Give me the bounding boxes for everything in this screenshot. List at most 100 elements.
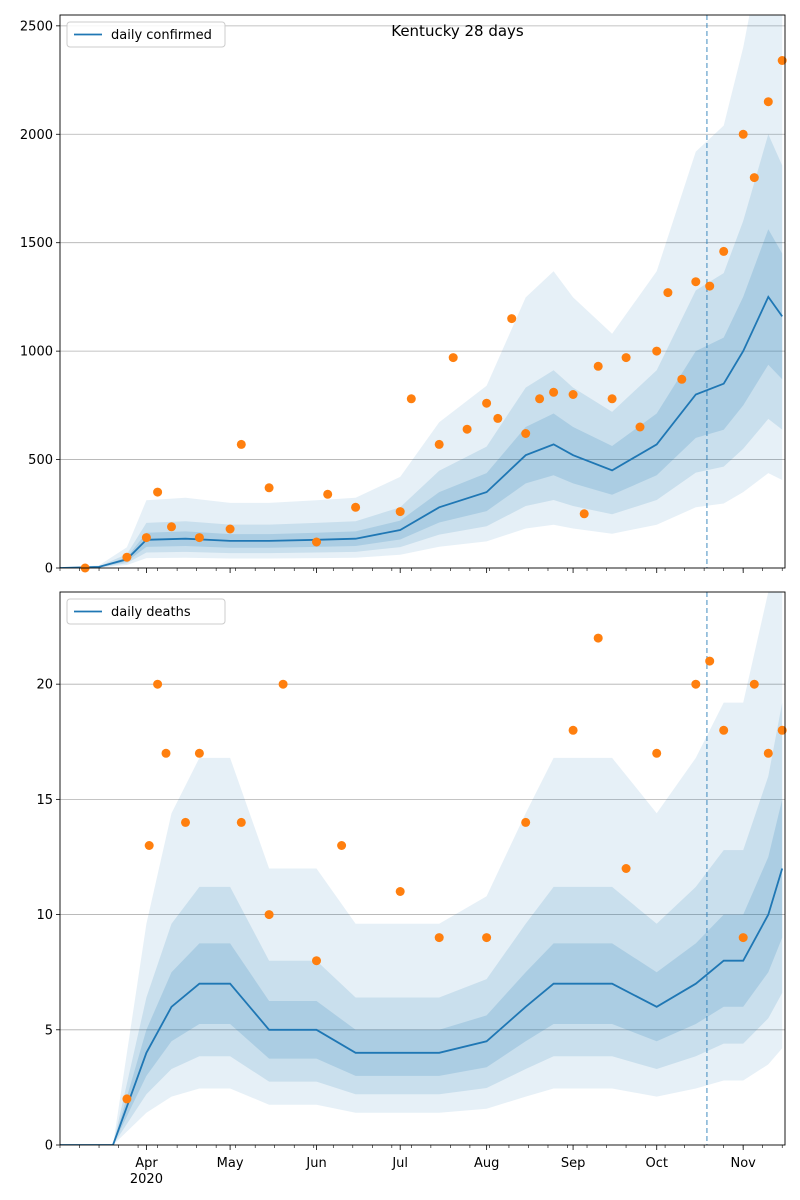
observed-point	[507, 314, 517, 324]
y-tick-label: 0	[45, 562, 53, 577]
axes-frame	[59, 14, 786, 569]
observed-point	[521, 429, 531, 438]
chart-title: Kentucky 28 days	[391, 22, 524, 40]
observed-point	[434, 933, 444, 943]
y-tick-label: 500	[28, 453, 53, 468]
observed-point	[691, 277, 701, 287]
observed-point	[691, 679, 701, 689]
observed-point	[141, 533, 151, 543]
observed-point	[122, 1094, 132, 1104]
observed-point	[738, 129, 748, 139]
legend-box	[66, 21, 226, 48]
x-tick-label: 2020	[130, 1172, 163, 1187]
observed-point	[719, 246, 729, 256]
observed-point	[749, 173, 759, 183]
observed-point	[153, 487, 163, 497]
observed-point	[749, 679, 759, 689]
observed-point	[493, 413, 503, 423]
observed-point	[351, 502, 361, 512]
observed-point	[395, 507, 405, 517]
observed-point	[652, 346, 662, 356]
x-tick-label: Oct	[645, 1156, 667, 1171]
y-tick-label: 15	[36, 793, 53, 808]
uncertainty-band	[60, 15, 783, 568]
axes-frame	[59, 591, 786, 1146]
legend-label: daily confirmed	[111, 28, 212, 43]
y-tick-label: 20	[36, 678, 53, 693]
y-tick-label: 10	[36, 908, 53, 923]
observed-point	[621, 864, 631, 873]
observed-point	[161, 748, 171, 758]
observed-point	[264, 910, 274, 920]
observed-point	[278, 679, 288, 689]
observed-point	[607, 394, 617, 404]
x-tick-label: Jun	[305, 1156, 326, 1171]
observed-point	[448, 353, 458, 363]
median-line	[60, 295, 783, 568]
observed-point	[337, 841, 347, 850]
observed-point	[194, 748, 204, 758]
y-tick-label: 1500	[20, 236, 53, 251]
y-tick-label: 5	[45, 1023, 53, 1038]
x-tick-label: Aug	[474, 1156, 499, 1171]
observed-point	[677, 374, 687, 384]
observed-point	[763, 97, 773, 107]
observed-point	[323, 489, 333, 499]
observed-point	[153, 679, 163, 689]
confirmed-chart-panel: 0 500 1000 1500 2000 2500 Kentucky 28 days dail…	[20, 14, 787, 577]
x-tick-label: May	[217, 1156, 244, 1171]
observed-point	[705, 656, 715, 666]
uncertainty-band	[60, 592, 783, 1145]
observed-point	[568, 725, 578, 735]
observed-point	[167, 522, 176, 532]
observed-point	[264, 483, 274, 493]
observed-point	[568, 390, 578, 399]
observed-point	[719, 725, 729, 735]
observed-point	[579, 509, 589, 519]
observed-point	[406, 394, 416, 404]
y-tick-label: 0	[45, 1139, 53, 1154]
uncertainty-band	[60, 134, 783, 568]
observed-point	[652, 748, 662, 758]
y-tick-label: 1000	[20, 345, 53, 360]
legend-box	[66, 598, 226, 625]
observed-point	[777, 725, 787, 735]
median-line	[60, 868, 784, 1145]
observed-point	[763, 748, 773, 758]
observed-point	[482, 398, 492, 408]
uncertainty-band	[60, 702, 783, 1145]
observed-point	[621, 353, 631, 363]
observed-point	[738, 933, 748, 943]
observed-point	[236, 439, 246, 449]
legend-label: daily deaths	[111, 605, 191, 620]
observed-point	[777, 56, 787, 65]
uncertainty-band	[60, 229, 783, 568]
observed-point	[635, 422, 645, 432]
x-tick-label: Sep	[561, 1156, 586, 1171]
observed-point	[521, 817, 531, 827]
observed-point	[593, 633, 603, 643]
y-tick-label: 2500	[20, 19, 53, 34]
observed-point	[705, 281, 715, 291]
observed-point	[194, 533, 204, 543]
observed-point	[122, 552, 132, 562]
observed-point	[312, 537, 321, 547]
uncertainty-band	[60, 799, 783, 1145]
observed-point	[225, 524, 235, 534]
observed-point	[395, 887, 405, 896]
y-tick-label: 2000	[20, 128, 53, 143]
observed-point	[434, 439, 444, 449]
observed-point	[482, 933, 492, 943]
observed-point	[181, 817, 190, 827]
x-tick-label: Apr	[135, 1156, 158, 1171]
observed-point	[663, 288, 673, 298]
observed-point	[535, 394, 545, 404]
observed-point	[144, 841, 154, 850]
observed-point	[549, 387, 559, 397]
observed-point	[462, 424, 472, 434]
x-tick-label: Nov	[730, 1156, 756, 1171]
observed-point	[312, 956, 321, 966]
observed-point	[593, 361, 603, 371]
